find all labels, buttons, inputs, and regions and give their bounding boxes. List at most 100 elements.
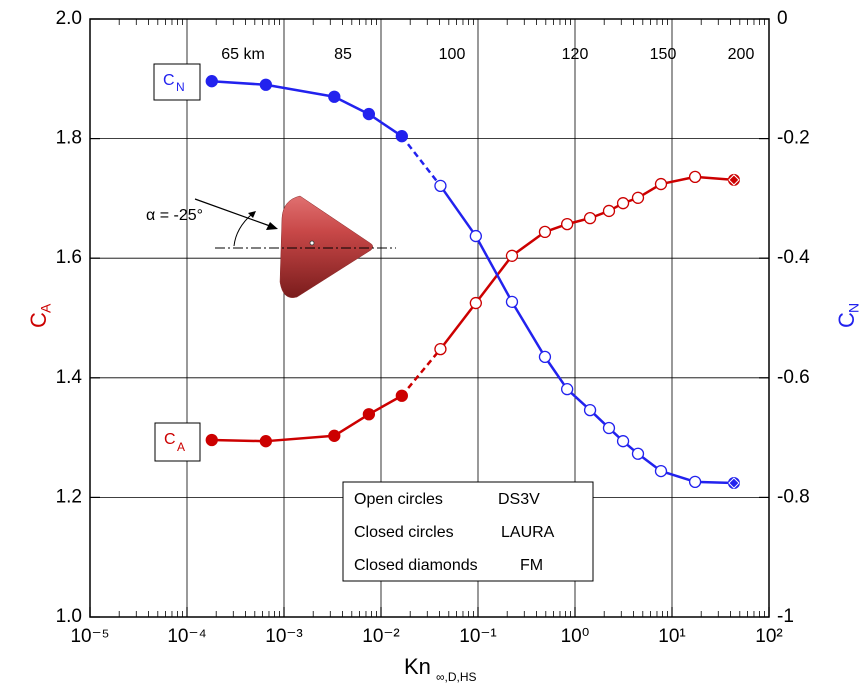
- cn-label: C: [163, 72, 175, 89]
- x-axis-title-main: Kn: [404, 654, 431, 679]
- marker-diamond: [728, 477, 740, 489]
- legend-label: Open circles: [354, 491, 443, 508]
- y2-tick-label: -0.8: [777, 486, 810, 507]
- legend-source: DS3V: [498, 491, 540, 508]
- y2-tick-label: 0: [777, 8, 788, 29]
- y-tick-label: 1.0: [56, 606, 82, 627]
- series-line-segment: [474, 235, 514, 303]
- altitude-label: 100: [439, 46, 466, 63]
- series-line-segment: [333, 413, 370, 437]
- marker-closed: [259, 78, 273, 91]
- series-line-segment: [400, 348, 442, 397]
- angle-label: α = -25°: [146, 207, 203, 224]
- marker-open: [469, 229, 482, 243]
- series-line-segment: [439, 302, 477, 350]
- y2-axis-title-main: C: [834, 312, 859, 328]
- x-tick-label: 10⁻⁴: [167, 626, 206, 647]
- marker-open: [654, 177, 668, 191]
- series-line-segment: [511, 230, 546, 257]
- series-line-segment: [694, 175, 735, 182]
- legend-source: FM: [520, 557, 543, 574]
- marker-closed: [395, 389, 408, 402]
- series-line-segment: [543, 356, 569, 390]
- marker-open: [538, 350, 552, 364]
- marker-open: [583, 403, 597, 417]
- legend: Open circles DS3V Closed circles LAURA Close…: [354, 491, 555, 574]
- y2-axis-title: C N: [834, 303, 862, 328]
- marker-closed: [328, 429, 341, 442]
- cone-illustration: [194, 195, 396, 298]
- legend-label: Closed circles: [354, 524, 454, 541]
- series-line-segment: [211, 79, 266, 87]
- marker-open: [688, 475, 702, 489]
- altitude-label: 150: [650, 46, 677, 63]
- x-tick-label: 10⁰: [561, 626, 590, 647]
- altitude-label: 200: [728, 46, 755, 63]
- legend-box: [342, 481, 594, 582]
- legend-source: LAURA: [501, 524, 555, 541]
- y2-axis-title-sub: N: [846, 303, 862, 313]
- x-tick-label: 10⁻²: [362, 626, 400, 647]
- series-line-segment: [333, 95, 370, 116]
- marker-open: [616, 435, 630, 448]
- ca-label-sub: A: [177, 440, 185, 454]
- series-line-segment: [368, 394, 403, 416]
- x-tick-label: 10⁻³: [265, 626, 303, 647]
- y2-tick-label: -0.6: [777, 367, 810, 388]
- y-tick-label: 1.6: [56, 247, 82, 268]
- x-axis-title-sub: ∞,D,HS: [436, 670, 477, 684]
- plot-frame: [89, 18, 770, 618]
- y2-tick-label: -0.4: [777, 247, 810, 268]
- series-line-segment: [439, 185, 477, 237]
- series-line-segment: [474, 255, 513, 304]
- marker-closed: [395, 130, 408, 143]
- marker-closed: [328, 90, 341, 103]
- marker-closed: [362, 408, 376, 421]
- y-tick-label: 2.0: [56, 8, 82, 29]
- altitude-label: 65 km: [221, 46, 265, 63]
- marker-open: [602, 421, 616, 435]
- series-layer: [205, 75, 740, 490]
- series-line-segment: [510, 301, 547, 358]
- series-line-segment: [265, 83, 335, 98]
- marker-open: [434, 342, 447, 356]
- series-line-segment: [368, 113, 403, 138]
- ca-label-box: [154, 422, 201, 462]
- legend-label: Closed diamonds: [354, 557, 478, 574]
- x-tick-label: 10¹: [658, 626, 685, 647]
- altitude-label: 85: [334, 46, 352, 63]
- marker-closed: [259, 435, 273, 448]
- series-line-segment: [400, 135, 442, 187]
- marker-open: [654, 464, 668, 478]
- marker-open: [434, 179, 447, 192]
- marker-open: [505, 249, 519, 262]
- cn-label-sub: N: [176, 80, 185, 94]
- marker-open: [602, 204, 616, 218]
- marker-closed: [205, 433, 218, 447]
- marker-open: [538, 225, 552, 239]
- y-tick-label: 1.4: [56, 367, 83, 388]
- y2-tick-label: -0.2: [777, 128, 810, 149]
- marker-diamond: [728, 174, 740, 186]
- y2-tick-label: -1: [777, 606, 794, 627]
- marker-open: [561, 383, 574, 396]
- x-tick-label: 10⁻⁵: [70, 626, 109, 647]
- x-tick-label: 10²: [755, 626, 782, 647]
- marker-open: [583, 211, 597, 225]
- marker-open: [505, 295, 519, 309]
- x-tick-label: 10⁻¹: [459, 626, 497, 647]
- marker-open: [616, 197, 630, 210]
- y-axis-title-main: C: [26, 312, 51, 328]
- ca-label: C: [164, 431, 176, 448]
- marker-open: [561, 217, 574, 231]
- marker-open: [631, 191, 645, 204]
- marker-closed: [362, 107, 376, 121]
- marker-open: [688, 170, 702, 184]
- marker-open: [469, 296, 482, 310]
- y-tick-label: 1.2: [56, 486, 82, 507]
- marker-open: [631, 447, 645, 460]
- y-tick-label: 1.8: [56, 128, 82, 149]
- series-line-segment: [265, 434, 335, 443]
